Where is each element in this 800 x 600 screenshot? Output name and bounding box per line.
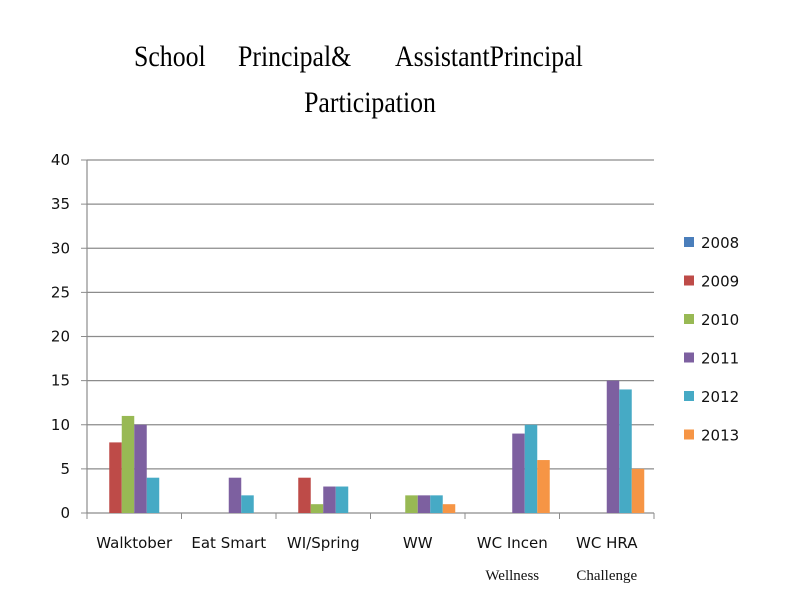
x-category-label: WC Incen (477, 534, 548, 552)
y-tick-label: 25 (51, 283, 70, 301)
bar (228, 477, 242, 513)
bar (537, 460, 550, 513)
bar (442, 504, 456, 513)
legend-swatch (684, 314, 694, 324)
legend-label: 2009 (701, 273, 739, 291)
bar (298, 477, 311, 513)
legend-swatch (684, 275, 694, 286)
bar (417, 495, 431, 513)
title-word-assistant-principal: AssistantPrincipal (395, 40, 583, 73)
bar (146, 477, 160, 513)
chart-title: School Principal& AssistantPrincipal Par… (0, 34, 800, 126)
bar (310, 504, 324, 513)
annotation-challenge: Challenge (576, 568, 637, 584)
legend-swatch (684, 352, 694, 363)
y-tick-label: 30 (51, 239, 70, 257)
y-tick-label: 40 (51, 151, 70, 169)
bar (134, 424, 147, 513)
legend-swatch (684, 429, 694, 440)
bar (606, 380, 620, 513)
y-tick-label: 0 (60, 504, 70, 522)
x-category-label: Eat Smart (191, 534, 266, 552)
bar (323, 486, 336, 513)
bar (619, 389, 632, 513)
bar (631, 468, 645, 513)
bar (241, 495, 254, 513)
y-tick-label: 15 (51, 372, 70, 390)
title-word-principal: Principal& (238, 40, 352, 73)
bar (109, 442, 122, 513)
legend-label: 2008 (701, 234, 739, 252)
legend-label: 2011 (701, 350, 739, 368)
legend-swatch (684, 237, 694, 247)
legend-swatch (684, 391, 694, 401)
bar (405, 495, 418, 513)
x-category-label: WW (403, 534, 433, 552)
legend-label: 2013 (701, 427, 739, 445)
x-category-label: WI/Spring (287, 534, 360, 552)
annotation-wellness: Wellness (485, 568, 539, 584)
y-tick-label: 35 (51, 195, 70, 213)
bar (430, 495, 443, 513)
bar (524, 424, 538, 513)
y-tick-label: 20 (51, 328, 70, 346)
y-tick-label: 5 (60, 460, 70, 478)
title-word-school: School (134, 40, 206, 73)
bar (512, 433, 525, 513)
y-tick-label: 10 (51, 416, 70, 434)
bar (121, 415, 135, 513)
x-category-label: Walktober (96, 534, 173, 552)
title-word-participation: Participation (304, 86, 436, 119)
bar (335, 486, 349, 513)
legend-label: 2012 (701, 388, 739, 406)
legend-label: 2010 (701, 311, 739, 329)
x-category-label: WC HRA (576, 534, 638, 552)
